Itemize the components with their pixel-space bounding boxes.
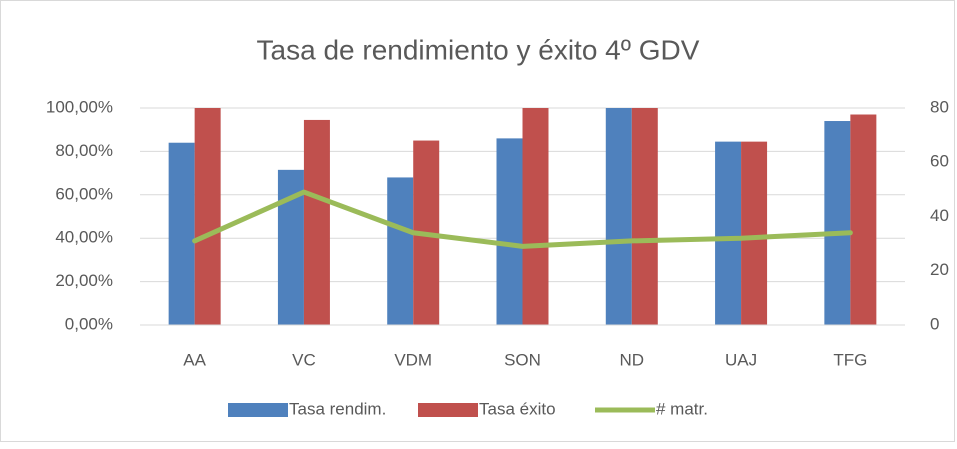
y-tick-label: 80,00% <box>55 141 113 160</box>
bar <box>522 108 549 325</box>
y2-tick-label: 40 <box>930 206 949 225</box>
y2-tick-label: 60 <box>930 152 949 171</box>
bar <box>303 119 330 325</box>
x-tick-label: ND <box>620 350 645 369</box>
bar <box>605 108 632 325</box>
bar <box>850 114 877 325</box>
bar <box>631 108 658 325</box>
y-tick-label: 40,00% <box>55 228 113 247</box>
line <box>192 189 853 249</box>
bar <box>824 121 851 326</box>
y2-tick-label: 0 <box>930 314 939 333</box>
legend-label: Tasa éxito <box>479 399 556 418</box>
legend-label: Tasa rendim. <box>289 399 386 418</box>
bar <box>496 138 523 325</box>
bar <box>194 108 221 325</box>
bar <box>741 141 768 325</box>
y-tick-label: 60,00% <box>55 184 113 203</box>
legend-swatch <box>228 403 288 417</box>
y2-tick-label: 20 <box>930 260 949 279</box>
x-tick-label: AA <box>183 350 206 369</box>
y-tick-label: 20,00% <box>55 271 113 290</box>
x-tick-label: VDM <box>394 350 432 369</box>
bar <box>387 177 414 325</box>
legend-swatch <box>418 403 478 417</box>
bar <box>168 142 195 325</box>
bar <box>715 141 742 325</box>
x-tick-label: VC <box>292 350 316 369</box>
x-tick-label: UAJ <box>725 350 757 369</box>
legend-label: # matr. <box>656 399 708 418</box>
x-tick-label: SON <box>504 350 541 369</box>
x-tick-label: TFG <box>833 350 867 369</box>
y-tick-label: 100,00% <box>46 97 113 116</box>
chart-title: Tasa de rendimiento y éxito 4º GDV <box>257 34 700 65</box>
y2-tick-label: 80 <box>930 97 949 116</box>
y-tick-label: 0,00% <box>65 314 113 333</box>
